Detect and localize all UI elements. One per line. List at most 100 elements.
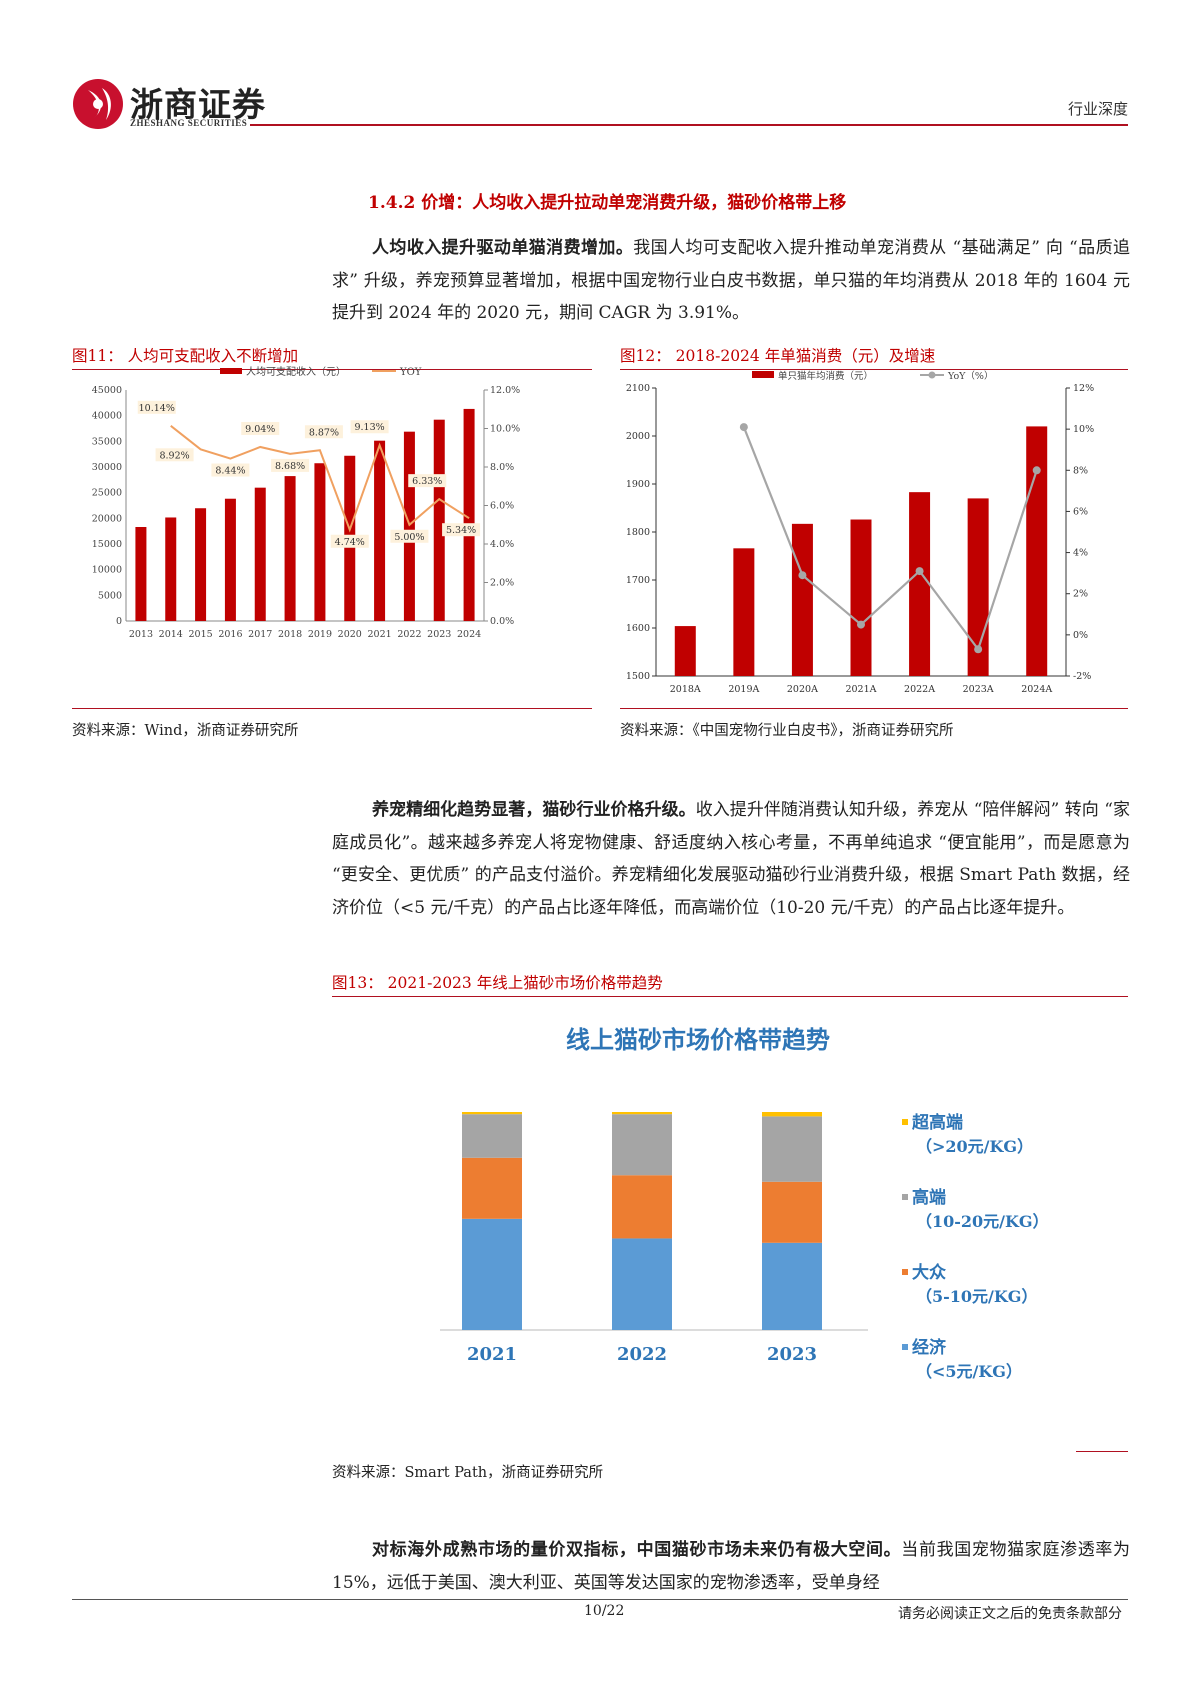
yoy-point bbox=[915, 567, 924, 576]
legend-label: 大众 bbox=[912, 1262, 947, 1283]
x-tick-label: 2015 bbox=[188, 629, 212, 640]
y-tick-left: 45000 bbox=[92, 385, 122, 396]
income-bar bbox=[254, 487, 266, 621]
y-tick-left: 10000 bbox=[92, 565, 122, 576]
y-tick-left: 30000 bbox=[92, 462, 122, 473]
spend-bar bbox=[850, 519, 872, 676]
legend-swatch-income bbox=[220, 368, 242, 374]
y-tick-left: 2000 bbox=[626, 431, 650, 442]
fig13-chart-title: 线上猫砂市场价格带趋势 bbox=[566, 1025, 830, 1054]
data-label: 5.34% bbox=[446, 525, 476, 536]
legend-swatch bbox=[902, 1119, 908, 1125]
x-tick-label: 2021 bbox=[367, 629, 391, 640]
x-tick-label: 2022 bbox=[617, 1344, 667, 1365]
doc-type-label: 行业深度 bbox=[1067, 100, 1128, 118]
data-label-bg bbox=[155, 448, 194, 462]
paragraph-3-lead: 对标海外成熟市场的量价双指标，中国猫砂市场未来仍有极大空间。 bbox=[372, 1540, 902, 1560]
data-label: 8.87% bbox=[309, 427, 339, 438]
spend-bar bbox=[733, 548, 755, 676]
x-tick-label: 2022 bbox=[397, 629, 421, 640]
stacked-bar-segment bbox=[462, 1112, 522, 1115]
x-tick-label: 2023 bbox=[767, 1344, 817, 1365]
y-tick-right: 10.0% bbox=[490, 424, 520, 435]
y-tick-right: 12.0% bbox=[490, 385, 520, 396]
fig12-top-rule bbox=[620, 369, 1128, 370]
paragraph-2: 养宠精细化趋势显著，猫砂行业价格升级。收入提升伴随消费认知升级，养宠从 “陪伴解… bbox=[332, 794, 1130, 924]
legend-label: 高端 bbox=[912, 1187, 946, 1208]
data-label-bg bbox=[137, 400, 176, 414]
data-label-bg bbox=[304, 425, 343, 439]
paragraph-1-lead: 人均收入提升驱动单猫消费增加。 bbox=[372, 238, 634, 258]
x-tick-label: 2021 bbox=[467, 1344, 517, 1365]
paragraph-1-body: 我国人均可支配收入提升推动单宠消费从 “基础满足” 向 “品质追求” 升级，养宠… bbox=[332, 238, 1130, 323]
y-tick-left: 1800 bbox=[626, 527, 650, 538]
y-tick-right: 6% bbox=[1073, 506, 1088, 517]
paragraph-2-body: 收入提升伴随消费认知升级，养宠从 “陪伴解闷” 转向 “家庭成员化”。越来越多养… bbox=[332, 800, 1130, 918]
legend-marker-yoy bbox=[928, 371, 936, 379]
x-tick-label: 2016 bbox=[218, 629, 242, 640]
income-bar bbox=[284, 476, 296, 621]
footer-disclaimer: 请务必阅读正文之后的免责条款部分 bbox=[898, 1606, 1122, 1622]
fig11-bottom-rule bbox=[72, 708, 592, 709]
fig13-chart: 线上猫砂市场价格带趋势 2021 2022 2023 超高端 （>20元/KG） 高端 （10… bbox=[440, 1025, 1049, 1381]
data-label: 8.68% bbox=[275, 461, 305, 472]
yoy-point bbox=[798, 571, 807, 580]
income-bar bbox=[433, 419, 445, 621]
data-label-bg bbox=[408, 474, 447, 488]
y-tick-left: 1900 bbox=[626, 479, 650, 490]
stacked-bar-segment bbox=[612, 1175, 672, 1239]
stacked-bar-segment bbox=[612, 1114, 672, 1176]
fig11-source: 资料来源：Wind，浙商证券研究所 bbox=[72, 723, 299, 739]
x-tick-label: 2017 bbox=[248, 629, 272, 640]
x-tick-label: 2023 bbox=[427, 629, 451, 640]
income-bar bbox=[403, 431, 415, 621]
stacked-bar-segment bbox=[612, 1112, 672, 1115]
fig11-top-rule bbox=[72, 369, 592, 370]
y-tick-left: 5000 bbox=[98, 590, 122, 601]
data-label: 6.33% bbox=[412, 476, 442, 487]
y-tick-right: 0.0% bbox=[490, 616, 514, 627]
y-tick-left: 20000 bbox=[92, 513, 122, 524]
y-tick-right: 8.0% bbox=[490, 462, 514, 473]
data-label: 10.14% bbox=[139, 403, 175, 414]
fig13-caption: 图13： 2021-2023 年线上猫砂市场价格带趋势 bbox=[332, 974, 663, 992]
data-label-bg bbox=[330, 534, 369, 548]
footer-rule bbox=[72, 1599, 1128, 1600]
yoy-line bbox=[742, 426, 1038, 652]
x-tick-label: 2019A bbox=[728, 684, 759, 695]
paragraph-2-lead: 养宠精细化趋势显著，猫砂行业价格升级。 bbox=[372, 800, 696, 820]
y-tick-right: -2% bbox=[1073, 671, 1091, 682]
yoy-point bbox=[739, 423, 748, 432]
y-tick-right: 2% bbox=[1073, 589, 1088, 600]
data-label-bg bbox=[390, 529, 429, 543]
zheshang-logo-icon bbox=[73, 79, 123, 129]
data-label: 9.04% bbox=[245, 424, 275, 435]
stacked-bar-segment bbox=[762, 1112, 822, 1117]
yoy-point bbox=[974, 645, 983, 654]
x-tick-label: 2018 bbox=[278, 629, 302, 640]
x-tick-label: 2024A bbox=[1021, 684, 1052, 695]
stacked-bar-segment bbox=[612, 1238, 672, 1330]
fig11-caption: 图11： 人均可支配收入不断增加 bbox=[72, 347, 299, 365]
fig13-source: 资料来源：Smart Path，浙商证券研究所 bbox=[332, 1465, 604, 1481]
fig13-top-rule bbox=[332, 996, 1128, 997]
legend-label-yoy: YoY（%） bbox=[947, 370, 993, 382]
logo-text: 浙商证券 bbox=[130, 85, 266, 124]
logo-subtext: ZHESHANG SECURITIES bbox=[130, 118, 248, 128]
income-bar bbox=[195, 508, 207, 621]
data-label: 9.13% bbox=[354, 422, 384, 433]
y-tick-left: 1500 bbox=[626, 671, 650, 682]
y-tick-left: 1600 bbox=[626, 623, 650, 634]
stacked-bar-segment bbox=[462, 1218, 522, 1330]
x-tick-label: 2022A bbox=[904, 684, 935, 695]
legend-label-income: 人均可支配收入（元） bbox=[246, 365, 346, 378]
data-label-bg bbox=[271, 458, 310, 472]
data-label-bg bbox=[241, 421, 280, 435]
income-bar bbox=[165, 517, 177, 621]
legend-sublabel: （10-20元/KG） bbox=[916, 1212, 1049, 1231]
spend-bar bbox=[1026, 426, 1048, 676]
fig12-chart: 单只猫年均消费（元） YoY（%） 1500 1600 1700 1800 1900 2000… bbox=[626, 370, 1094, 695]
yoy-point bbox=[1032, 466, 1041, 475]
legend-label: 经济 bbox=[912, 1337, 947, 1358]
paragraph-3-body: 当前我国宠物猫家庭渗透率为 15%，远低于美国、澳大利亚、英国等发达国家的宠物渗… bbox=[332, 1540, 1131, 1593]
